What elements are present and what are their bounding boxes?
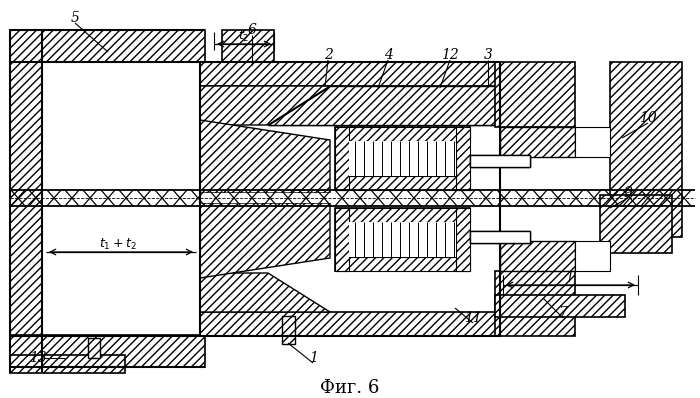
Text: 1: 1 [309,351,317,365]
Polygon shape [268,86,500,125]
Polygon shape [200,203,330,278]
Polygon shape [268,86,500,125]
Text: 11: 11 [464,311,482,325]
Polygon shape [200,273,330,312]
Bar [456,208,470,271]
Bar [335,208,349,271]
Bar [575,127,610,157]
Bar [200,312,500,336]
Bar [470,231,530,243]
Bar [200,193,530,203]
Text: 7: 7 [559,306,568,320]
Bar [470,155,530,167]
Bar [500,127,575,157]
Text: Фиг. 6: Фиг. 6 [321,379,379,397]
Text: 9: 9 [624,186,632,200]
Bar [335,257,470,271]
Bar [456,127,470,190]
Bar [10,30,42,372]
Bar [470,155,530,167]
Text: 2: 2 [323,48,332,62]
Text: $t_2$: $t_2$ [238,28,250,43]
Text: 13: 13 [29,351,47,365]
Bar [10,30,205,62]
Bar [575,241,610,271]
Bar [10,355,125,373]
Bar [282,316,295,344]
Bar [470,231,530,243]
Bar [495,271,575,336]
Bar [88,338,100,358]
Text: $l$: $l$ [567,269,573,285]
Bar [349,222,456,257]
Text: 4: 4 [384,48,393,62]
Bar [495,295,625,317]
Text: 5: 5 [71,11,79,25]
Bar [495,62,575,127]
Bar [335,208,470,271]
Polygon shape [200,86,330,125]
Bar [335,208,470,222]
Text: 10: 10 [639,111,657,125]
Bar [335,176,470,190]
Polygon shape [200,120,330,193]
Text: 6: 6 [248,23,256,37]
Bar [335,127,470,190]
Text: 12: 12 [441,48,459,62]
Bar [10,335,205,367]
Text: 3: 3 [484,48,492,62]
Bar [500,241,575,271]
Bar [335,127,349,190]
Bar [222,30,274,65]
Bar [610,62,682,237]
Text: $t_1+t_2$: $t_1+t_2$ [99,236,136,252]
Bar [349,141,456,176]
Bar [600,195,672,253]
Bar [200,62,500,86]
Bar [335,127,470,141]
